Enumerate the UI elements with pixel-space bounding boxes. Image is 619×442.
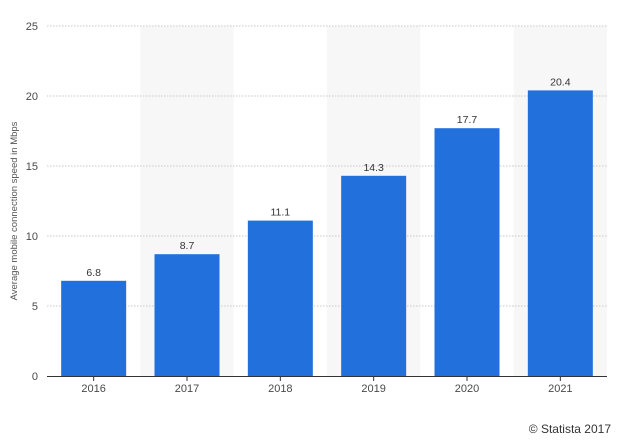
bar-2020 <box>434 128 500 376</box>
data-label-2017: 8.7 <box>180 240 195 252</box>
bar-2021 <box>527 90 593 377</box>
x-tick-label-2018: 2018 <box>268 383 292 395</box>
y-axis-ticks: 0 5 10 15 20 25 <box>26 21 38 383</box>
bar-2018 <box>247 220 313 376</box>
bar-2017 <box>154 254 220 376</box>
x-tick-label-2020: 2020 <box>455 383 479 395</box>
gridlines <box>47 25 607 307</box>
y-tick-label: 15 <box>26 161 38 173</box>
data-label-2021: 20.4 <box>550 76 571 88</box>
x-tick-label-2021: 2021 <box>548 383 572 395</box>
y-tick-label: 25 <box>26 21 38 33</box>
statista-credit: © Statista 2017 <box>528 422 611 436</box>
bars <box>61 90 593 377</box>
data-label-2018: 11.1 <box>270 207 290 219</box>
bar-2019 <box>341 175 407 376</box>
y-tick-label: 10 <box>26 231 38 243</box>
y-tick-label: 5 <box>32 301 38 313</box>
data-label-2016: 6.8 <box>86 267 101 279</box>
x-tick-label-2017: 2017 <box>175 383 199 395</box>
data-labels: 6.8 8.7 11.1 14.3 17.7 20.4 <box>86 76 570 278</box>
data-label-2019: 14.3 <box>363 162 384 174</box>
x-tick-label-2019: 2019 <box>361 383 385 395</box>
y-tick-label: 20 <box>26 91 38 103</box>
y-axis-label: Average mobile connection speed in Mbps <box>9 121 20 300</box>
bar-2016 <box>61 280 127 376</box>
x-axis-ticks: 2016 2017 2018 2019 2020 2021 <box>81 376 573 395</box>
data-label-2020: 17.7 <box>457 114 478 126</box>
y-tick-label: 0 <box>32 371 38 383</box>
x-tick-label-2016: 2016 <box>81 383 105 395</box>
